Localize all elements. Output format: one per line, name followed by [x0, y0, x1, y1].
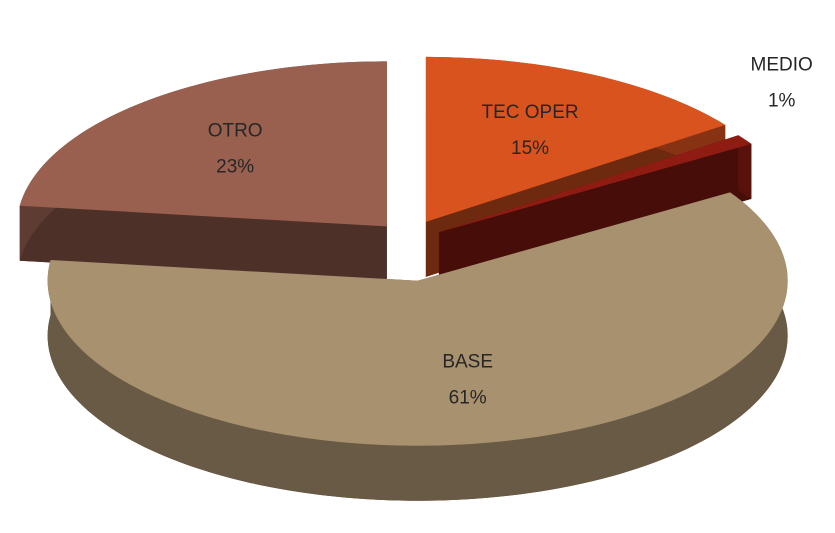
slice-edge [438, 143, 752, 288]
data-label-name: BASE [442, 352, 493, 373]
data-label-value: 61% [449, 388, 487, 409]
data-label-value: 1% [768, 90, 796, 111]
slice-edge [19, 205, 387, 282]
data-label-name: OTRO [208, 121, 263, 142]
data-label-value: 23% [216, 157, 254, 178]
slice-wall [738, 135, 752, 199]
data-label-name: MEDIO [751, 54, 813, 75]
slice [47, 192, 788, 501]
slice-top [47, 192, 788, 446]
data-label-value: 15% [511, 138, 549, 159]
slice-wall [47, 192, 788, 501]
slice [19, 61, 387, 282]
slice-top [19, 61, 387, 227]
slice-top [438, 135, 752, 233]
data-label-name: TEC OPER [481, 102, 578, 123]
slice-top [425, 56, 726, 222]
